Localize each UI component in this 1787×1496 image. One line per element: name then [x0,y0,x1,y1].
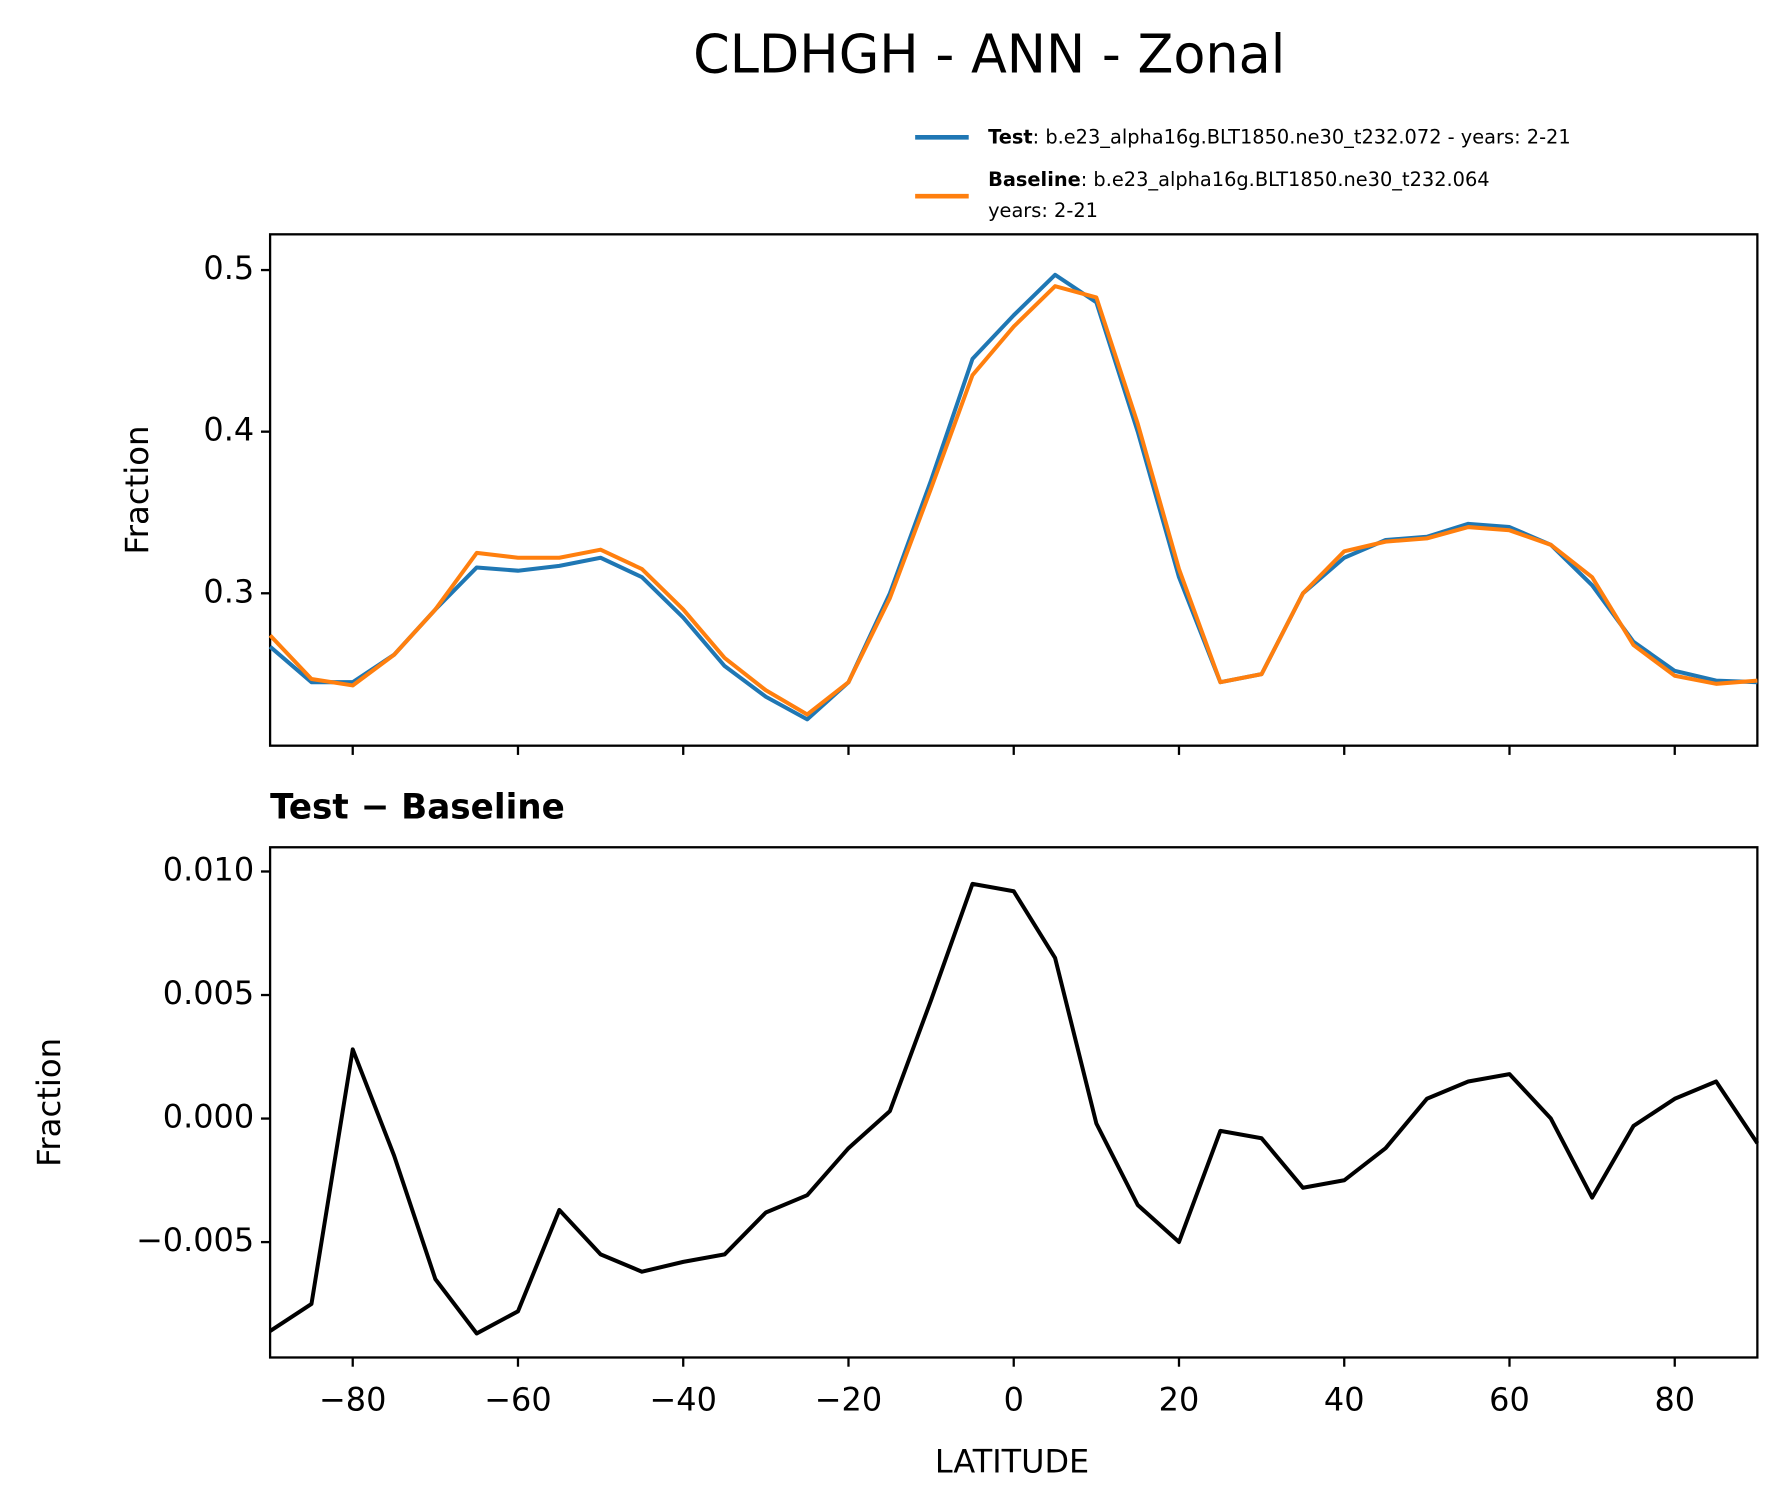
y-tick-label: 0.4 [203,411,254,449]
data-line [268,272,1758,722]
y-tick-label: −0.005 [136,1221,254,1259]
y-axis-label: Fraction [118,426,156,555]
x-tick-label: 60 [1489,1380,1530,1418]
x-tick-label: −80 [319,1380,386,1418]
chart-title: CLDHGH - ANN - Zonal [693,24,1285,85]
x-tick-label: −20 [815,1380,882,1418]
legend-entry: Baseline: b.e23_alpha16g.BLT1850.ne30_t2… [988,167,1490,190]
y-tick-label: 0.000 [163,1097,254,1135]
legend-description: years: 2-21 [988,199,1098,222]
y-tick-label: 0.5 [203,249,254,287]
x-tick-label: 40 [1324,1380,1365,1418]
data-line [269,881,1760,1336]
x-tick-label: −40 [650,1380,717,1418]
legend-name: Baseline [988,167,1081,190]
legend-name: Test [988,125,1033,148]
x-axis-label: LATITUDE [935,1443,1089,1481]
chart-subtitle: Test − Baseline [270,788,565,828]
plot-frame [268,233,1759,747]
data-line [268,284,1758,717]
legend-entry: Test: b.e23_alpha16g.BLT1850.ne30_t232.0… [988,125,1571,148]
y-axis-label: Fraction [30,1038,68,1167]
x-tick-label: 0 [1004,1380,1024,1418]
legend-description: : b.e23_alpha16g.BLT1850.ne30_t232.064 [1081,167,1490,190]
legend-description: : b.e23_alpha16g.BLT1850.ne30_t232.072 -… [1033,125,1571,148]
y-tick-label: 0.005 [163,974,254,1012]
x-tick-label: −60 [484,1380,551,1418]
x-tick-label: 80 [1654,1380,1695,1418]
y-tick-label: 0.010 [163,850,254,888]
y-tick-label: 0.3 [203,572,254,610]
x-tick-label: 20 [1159,1380,1200,1418]
